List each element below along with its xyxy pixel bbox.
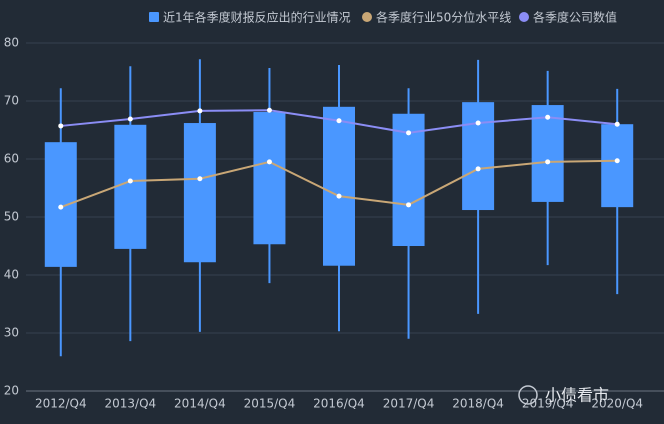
point	[614, 158, 620, 164]
y-tick-label: 60	[4, 152, 19, 166]
x-tick-label: 2020/Q4	[591, 397, 643, 411]
x-tick-label: 2015/Q4	[244, 397, 296, 411]
y-tick-label: 20	[4, 384, 19, 398]
box	[601, 124, 634, 208]
point	[545, 114, 551, 120]
y-tick-label: 80	[4, 36, 19, 50]
x-tick-label: 2012/Q4	[35, 397, 87, 411]
point	[406, 130, 412, 136]
box	[392, 113, 425, 246]
x-tick-label: 2014/Q4	[174, 397, 226, 411]
point	[58, 204, 64, 210]
box	[44, 142, 77, 267]
box	[462, 102, 495, 211]
box	[531, 105, 564, 202]
box	[114, 124, 147, 249]
point	[475, 166, 481, 172]
legend-label: 近1年各季度财报反应出的行业情况	[163, 10, 351, 25]
x-tick-label: 2018/Q4	[452, 397, 504, 411]
point	[336, 118, 342, 124]
y-tick-label: 40	[4, 268, 19, 282]
point	[336, 193, 342, 199]
box	[183, 123, 216, 263]
x-tick-label: 2016/Q4	[313, 397, 365, 411]
y-tick-label: 70	[4, 94, 19, 108]
watermark: 小债看市	[545, 386, 609, 405]
x-tick-label: 2017/Q4	[383, 397, 435, 411]
point	[197, 108, 203, 114]
point	[475, 120, 481, 126]
legend-swatch	[149, 12, 159, 22]
point	[545, 159, 551, 165]
point	[266, 159, 272, 165]
y-tick-label: 30	[4, 326, 19, 340]
point	[127, 116, 133, 122]
box	[253, 112, 286, 245]
x-tick-label: 2013/Q4	[104, 397, 156, 411]
watermark-icon	[518, 385, 538, 405]
legend-swatch	[362, 12, 372, 22]
point	[614, 121, 620, 127]
legend-swatch	[519, 12, 529, 22]
legend-label: 各季度公司数值	[533, 10, 617, 25]
legend-label: 各季度行业50分位水平线	[376, 10, 511, 25]
point	[197, 176, 203, 182]
box	[323, 106, 355, 266]
point	[266, 107, 272, 113]
y-tick-label: 50	[4, 210, 19, 224]
point	[406, 202, 412, 208]
point	[127, 178, 133, 184]
point	[58, 123, 64, 129]
